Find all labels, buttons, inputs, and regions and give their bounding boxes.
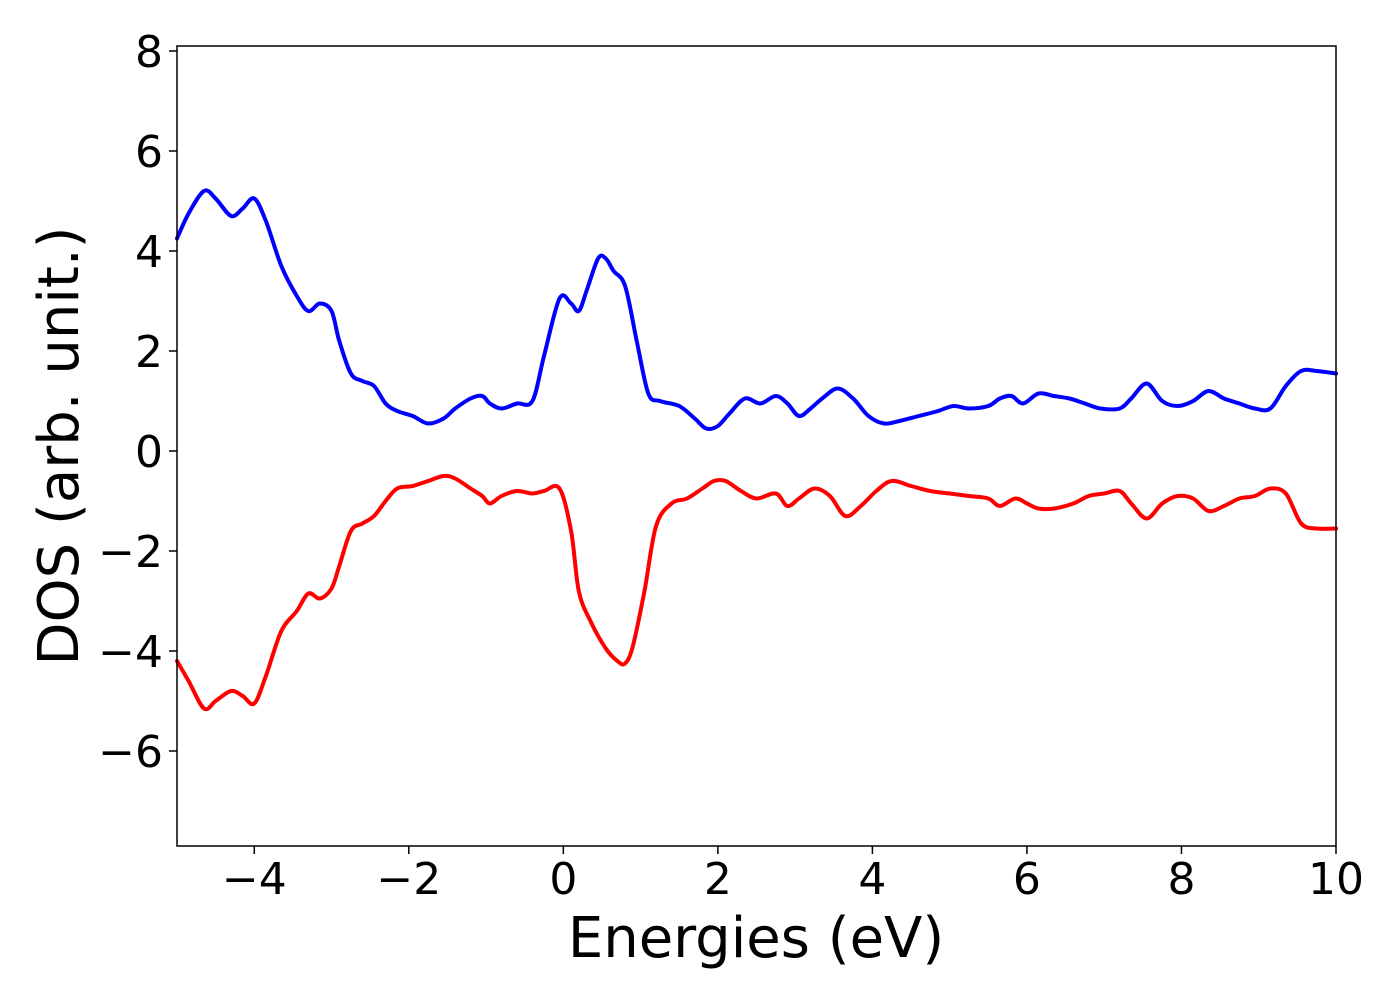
x-tick-label: −2 [376,854,441,905]
x-axis-label: Energies (eV) [568,906,944,971]
y-axis-label: DOS (arb. unit.) [27,226,92,665]
y-tick-label: 0 [135,427,163,478]
y-tick-label: 4 [135,227,163,278]
x-tick-label: 8 [1167,854,1195,905]
x-tick-label: −4 [222,854,287,905]
x-tick-label: 10 [1308,854,1364,905]
plot-frame [176,45,1337,847]
x-tick-label: 2 [704,854,732,905]
x-tick-label: 0 [549,854,577,905]
x-tick-label: 4 [858,854,886,905]
series-line-0 [175,188,1338,432]
series-line-1 [175,473,1338,712]
y-tick-label: −2 [98,527,163,578]
y-tick-label: 2 [135,327,163,378]
y-tick-label: 8 [135,27,163,78]
series-layer [175,188,1338,712]
y-tick-label: −6 [98,727,163,778]
x-tick-label: 6 [1013,854,1041,905]
y-tick-label: −4 [98,627,163,678]
ticks-layer: −4 −2 0 2 4 6 8 10 −6 −4 −2 0 2 4 6 8 [98,27,1364,905]
y-tick-label: 6 [135,127,163,178]
